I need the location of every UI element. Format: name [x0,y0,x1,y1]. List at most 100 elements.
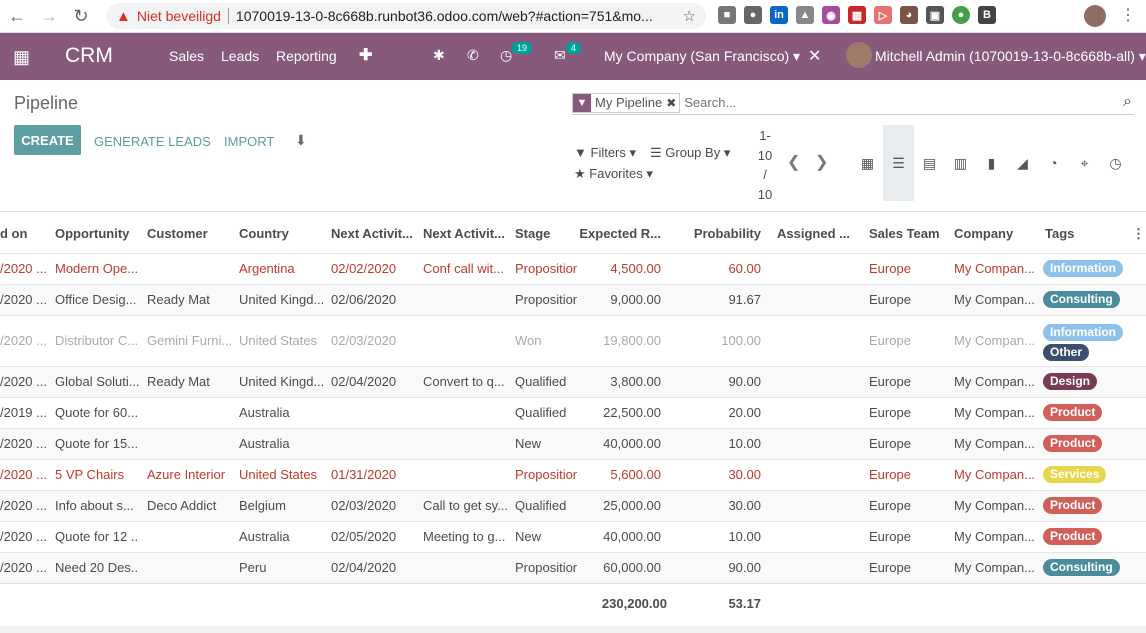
column-header[interactable]: Expected R... [577,215,667,254]
remove-facet-icon[interactable]: ✖ [666,95,677,110]
bug-icon[interactable]: ✱ [433,47,445,63]
column-header[interactable]: d on [0,215,47,254]
extension-icon[interactable]: ▷ [874,6,892,24]
plus-icon[interactable]: ✚ [359,47,373,64]
reload-icon[interactable]: ↻ [73,5,89,26]
extension-icon[interactable]: ■ [718,6,736,24]
url-text[interactable]: 1070019-13-0-8c668b.runbot36.odoo.com/we… [235,8,653,24]
cell-stage: Won [507,314,577,366]
extension-icon[interactable]: ● [744,6,762,24]
group-by-dropdown[interactable]: ☰ Group By ▾ [650,145,731,160]
table-row[interactable]: /2020 ... 5 VP Chairs Azure Interior United… [0,458,1146,490]
column-header[interactable]: Tags [1037,215,1132,254]
pager-next-icon[interactable]: ❯ [815,154,829,171]
user-avatar[interactable] [846,42,872,68]
cell-rev: 19,800.00 [577,314,667,366]
download-icon[interactable]: ⬇ [295,132,307,148]
cell-tags: Product [1037,427,1132,459]
profile-avatar[interactable] [1084,5,1106,27]
pivot-view-icon[interactable]: ▥ [953,154,968,171]
column-header[interactable]: Customer [139,215,231,254]
tag-badge: Information [1043,260,1123,277]
activity-view-icon[interactable]: ◷ [1109,154,1122,171]
extension-icon[interactable]: ● [952,6,970,24]
menu-reporting[interactable]: Reporting [276,48,337,64]
empty-cell [1132,314,1146,366]
extension-icon[interactable]: ▣ [926,6,944,24]
tag-wrapper: Product [1043,497,1132,514]
column-header[interactable]: Country [231,215,323,254]
table-row[interactable]: /2020 ... Need 20 Des... Peru 02/04/2020 Pro… [0,551,1146,583]
tag-badge: Consulting [1043,291,1120,308]
search-facet: ▼ My Pipeline ✖ [572,92,681,113]
tag-badge: Services [1043,466,1107,483]
table-row[interactable]: /2019 ... Quote for 60... Australia Qualifi… [0,396,1146,428]
column-header[interactable]: Next Activit... [415,215,507,254]
menu-leads[interactable]: Leads [221,48,260,64]
cell-country: United States [231,314,323,366]
table-row[interactable]: /2020 ... Info about s... Deco Addict Belgi… [0,489,1146,521]
linkedin-icon[interactable]: in [770,6,788,24]
tag-wrapper: Consulting [1043,559,1132,576]
table-row[interactable]: /2020 ... Modern Ope... Argentina 02/02/202… [0,252,1146,284]
create-button[interactable]: CREATE [14,125,81,155]
optional-columns-icon[interactable]: ⋮ [1132,215,1146,254]
calendar-view-icon[interactable]: ▤ [922,154,937,171]
forward-icon[interactable]: → [40,5,58,26]
tag-wrapper: Consulting [1043,291,1132,308]
search-icon[interactable]: ⌕ [1123,93,1132,110]
column-header[interactable]: Company [946,215,1037,254]
cell-opp: Office Desig... [47,283,139,315]
browser-menu-icon[interactable]: ⋮ [1120,7,1136,24]
favorites-dropdown[interactable]: ★ Favorites ▾ [574,166,653,181]
column-header[interactable]: Assigned ... [769,215,861,254]
cell-act: Meeting to g... [415,520,507,552]
column-header[interactable]: Sales Team [861,215,946,254]
generate-leads-button[interactable]: GENERATE LEADS [94,134,211,149]
table-row[interactable]: /2020 ... Distributor C... Gemini Furni...… [0,314,1146,366]
graph-view-icon[interactable]: ▮ [987,154,996,171]
activity-icon[interactable]: ◷ 19 [500,42,533,64]
extension-icon[interactable]: ◕ [900,6,918,24]
list-view-icon[interactable]: ☰ [883,125,914,201]
column-header[interactable]: Next Activit... [323,215,415,254]
tag-badge: Information [1043,324,1123,341]
cell-prob: 100.00 [667,314,769,366]
cell-d: /2020 ... [0,458,47,490]
view-switcher: ▦ ☰ ▤ ▥ ▮ ◢ ◔ ⌖ ◷ [852,125,1131,201]
table-row[interactable]: /2020 ... Global Soluti... Ready Mat United… [0,365,1146,397]
address-bar[interactable]: ▲ Niet beveiligd 1070019-13-0-8c668b.run… [106,3,706,29]
user-menu[interactable]: Mitchell Admin (1070019-13-0-8c668b-all)… [875,48,1146,64]
column-header[interactable]: Opportunity [47,215,139,254]
cell-prob: 90.00 [667,551,769,583]
bookmark-star-icon[interactable]: ☆ [682,8,696,25]
empty-cell [1132,551,1146,583]
company-switcher[interactable]: My Company (San Francisco) ▾ [604,48,801,64]
extension-icon[interactable]: B [978,6,996,24]
pager-value[interactable]: 1- 10 / 10 [755,126,775,204]
import-button[interactable]: IMPORT [224,134,275,149]
phone-icon[interactable]: ✆ [467,47,479,63]
extension-icon[interactable]: ◉ [822,6,840,24]
filters-dropdown[interactable]: ▼ Filters ▾ [574,145,637,160]
table-row[interactable]: /2020 ... Office Desig... Ready Mat United … [0,283,1146,315]
apps-menu-icon[interactable]: ▦ [13,47,31,67]
pager-previous-icon[interactable]: ❮ [787,154,801,171]
back-icon[interactable]: ← [8,5,26,26]
column-header[interactable]: Probability [667,215,769,254]
debug-tools-icon[interactable]: ✕ [808,48,822,65]
column-header[interactable]: Stage [507,215,577,254]
menu-sales[interactable]: Sales [169,48,205,64]
extension-icon[interactable]: ▦ [848,6,866,24]
map-view-icon[interactable]: ⌖ [1080,154,1089,171]
messages-icon[interactable]: ✉ 4 [554,42,582,64]
table-row[interactable]: /2020 ... Quote for 12 ... Australia 02/05/… [0,520,1146,552]
cohort-view-icon[interactable]: ◢ [1017,154,1028,171]
app-name[interactable]: CRM [65,44,113,67]
table-row[interactable]: /2020 ... Quote for 15... Australia New 40,0… [0,427,1146,459]
extension-icon[interactable]: ▲ [796,6,814,24]
cell-team: Europe [861,427,946,459]
dashboard-view-icon[interactable]: ◔ [1049,155,1058,171]
kanban-view-icon[interactable]: ▦ [860,154,875,171]
search-input[interactable] [684,95,1134,110]
